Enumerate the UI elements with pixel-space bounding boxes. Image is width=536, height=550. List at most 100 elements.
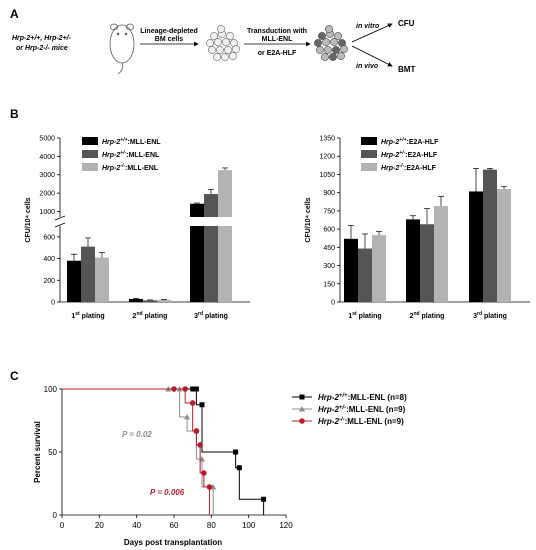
bm-cell (214, 38, 222, 46)
bar (204, 194, 218, 217)
transduced-cell (316, 46, 324, 54)
x-category-label: 3rd plating (194, 311, 228, 320)
legend-label: Hrp-2+/-:MLL-ENL (102, 150, 160, 159)
x-category-label: 2nd plating (410, 311, 445, 320)
bm-cell (229, 52, 237, 60)
arrow-to-bmt (351, 45, 393, 67)
step2-label-line1: Transduction with (247, 28, 307, 35)
transduced-cell (334, 32, 342, 40)
b2-y-axis-label: CFU/10⁴ cells (305, 197, 312, 242)
y-tick-label: 2000 (39, 191, 55, 198)
y-tick-label: 200 (43, 278, 55, 285)
c-x-axis-label: Days post transplantation (124, 538, 222, 547)
bar (483, 169, 497, 302)
y-tick-label: 1000 (39, 209, 55, 216)
transduced-cell (324, 46, 332, 54)
mice-genotype-line2: or Hrp-2-/- mice (16, 45, 68, 52)
survival-point (182, 386, 188, 392)
y-tick-label: 0 (51, 300, 55, 307)
survival-point (184, 413, 191, 420)
x-tick-label: 20 (95, 521, 104, 530)
transduced-cells-icon (314, 25, 348, 61)
step1-label-line2: BM cells (155, 36, 184, 43)
bm-cells-icon (206, 25, 240, 61)
y-tick-label: 450 (323, 245, 335, 252)
transduced-cell (322, 38, 330, 46)
legend-label: Hrp-2-/-:MLL-ENL (n=9) (318, 417, 404, 426)
x-category-label: 1st plating (348, 311, 381, 320)
bar (143, 300, 157, 302)
legend-label: Hrp-2+/+:MLL-ENL (102, 137, 161, 146)
transduced-cell (314, 39, 322, 47)
survival-point (193, 428, 200, 434)
y-tick-label: 0 (331, 300, 335, 307)
bar (67, 260, 81, 302)
y-tick-label: 750 (323, 208, 335, 215)
bar (190, 226, 204, 302)
survival-point (206, 484, 213, 490)
c-y-axis-label: Percent survival (33, 421, 42, 483)
y-tick-label: 1200 (319, 154, 335, 161)
legend-swatch (82, 137, 98, 145)
y-tick-label: 3000 (39, 172, 55, 179)
bar (204, 226, 218, 302)
x-tick-label: 60 (170, 521, 179, 530)
axis-break-mark (54, 222, 66, 228)
chart-survival: Percent survival Days post transplantati… (33, 385, 407, 547)
step2-label-line2: MLL-ENL (262, 36, 293, 43)
legend-swatch (361, 137, 377, 145)
legend-swatch (361, 150, 377, 158)
survival-point (236, 465, 242, 471)
bar (358, 248, 372, 302)
legend-label: Hrp-2+/+:E2A-HLF (381, 137, 439, 146)
y-tick-label: 4000 (39, 154, 55, 161)
transduced-cell (329, 53, 337, 61)
legend-label: Hrp-2+/-:MLL-ENL (n=9) (318, 405, 406, 414)
y-tick-label: 600 (323, 227, 335, 234)
y-tick-label: 50 (48, 448, 57, 457)
bar (190, 203, 204, 217)
bm-cell (224, 46, 232, 54)
x-tick-label: 0 (60, 521, 65, 530)
transduced-cell (340, 45, 348, 53)
x-tick-label: 40 (132, 521, 141, 530)
bar (497, 189, 511, 302)
transduced-cell (325, 25, 333, 33)
survival-curve (62, 388, 210, 515)
bar (218, 226, 232, 302)
p-value-ko: P = 0.006 (150, 488, 185, 497)
bm-cell (216, 46, 224, 54)
y-tick-label: 0 (53, 511, 58, 520)
bm-cell (232, 45, 240, 53)
bar (95, 257, 109, 302)
x-category-label: 2nd plating (133, 311, 168, 320)
transduced-cell (330, 38, 338, 46)
x-tick-label: 80 (207, 521, 216, 530)
step2-label-line3: or E2A-HLF (258, 50, 297, 57)
legend-swatch (82, 163, 98, 171)
survival-point (299, 406, 305, 412)
p-value-het: P = 0.02 (122, 430, 152, 439)
bm-cell (222, 38, 230, 46)
survival-point (190, 386, 196, 392)
legend-label: Hrp-2-/-:MLL-ENL (102, 163, 159, 172)
in-vivo-label: in vivo (356, 63, 379, 70)
y-tick-label: 600 (43, 234, 55, 241)
bar (81, 246, 95, 302)
mouse-icon (109, 23, 135, 75)
panel-label-a: A (10, 7, 19, 21)
panel-label-c: C (10, 369, 19, 383)
survival-point (197, 442, 203, 448)
chart-mll-enl: CFU/10⁴ cells 0 200 400 600 1000 2000 3000 4000… (25, 136, 250, 320)
x-tick-label: 120 (279, 521, 293, 530)
survival-point (299, 418, 305, 424)
bm-cell (208, 46, 216, 54)
y-tick-label: 900 (323, 190, 335, 197)
x-tick-label: 100 (242, 521, 256, 530)
transduced-cell (337, 52, 345, 60)
panel-label-b: B (10, 107, 19, 121)
b1-y-axis-label: CFU/10⁴ cells (25, 197, 32, 242)
y-tick-label: 5000 (39, 136, 55, 143)
survival-curve (62, 388, 214, 515)
